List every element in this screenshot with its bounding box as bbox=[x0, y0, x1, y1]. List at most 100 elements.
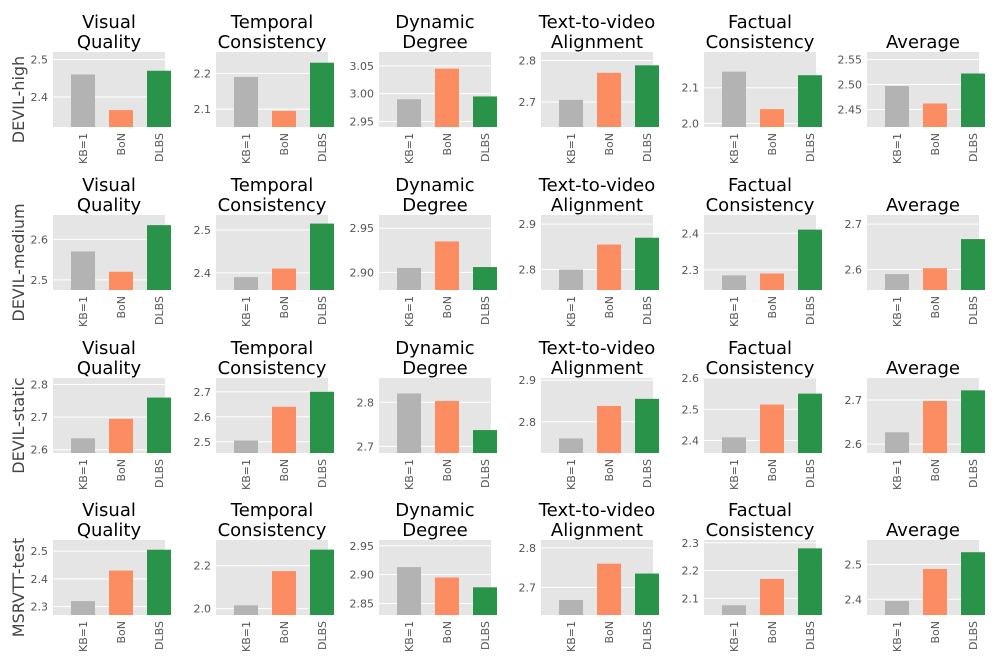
panel-title-line2: Alignment bbox=[551, 195, 643, 216]
bar-bon bbox=[923, 103, 947, 127]
panel-title-line1: Visual bbox=[82, 175, 136, 196]
bar-bon bbox=[597, 244, 621, 290]
x-tick-label: DLBS bbox=[804, 133, 817, 162]
x-tick-label: KB=1 bbox=[240, 459, 253, 490]
y-tick-label: 2.6 bbox=[845, 264, 863, 277]
panel-title-line2: Consistency bbox=[706, 358, 815, 379]
bar-bon bbox=[760, 404, 784, 453]
x-tick-label: BoN bbox=[278, 459, 291, 482]
panel-title: Average bbox=[886, 358, 960, 379]
bar-kb1 bbox=[234, 77, 258, 127]
panel-title-line1: Factual bbox=[728, 500, 792, 521]
bar-kb1 bbox=[71, 74, 95, 127]
bar-kb1 bbox=[559, 600, 583, 615]
x-tick-label: BoN bbox=[278, 621, 291, 644]
y-tick-label: 2.8 bbox=[519, 542, 537, 555]
y-tick-label: 2.7 bbox=[357, 440, 375, 453]
panel-title-line2: Quality bbox=[77, 520, 142, 541]
panel-title-line1: Factual bbox=[728, 175, 792, 196]
y-tick-label: 2.8 bbox=[519, 54, 537, 67]
bar-kb1 bbox=[234, 605, 258, 615]
x-tick-label: KB=1 bbox=[565, 133, 578, 164]
x-tick-label: KB=1 bbox=[403, 296, 416, 327]
x-tick-label: BoN bbox=[603, 296, 616, 319]
x-tick-label: KB=1 bbox=[728, 621, 741, 652]
row-label: DEVIL-high bbox=[9, 56, 28, 143]
bar-dlbs bbox=[310, 391, 334, 453]
y-tick-label: 2.2 bbox=[682, 565, 700, 578]
x-tick-label: DLBS bbox=[479, 459, 492, 488]
x-tick-label: DLBS bbox=[967, 621, 980, 650]
x-tick-label: KB=1 bbox=[240, 296, 253, 327]
panel-title-line1: Temporal bbox=[230, 175, 313, 196]
bar-kb1 bbox=[559, 269, 583, 290]
panel-title-line1: Visual bbox=[82, 12, 136, 33]
panel-title-line1: Text-to-video bbox=[538, 12, 655, 33]
panel-title-line2: Alignment bbox=[551, 32, 643, 53]
panel-title-line2: Consistency bbox=[706, 195, 815, 216]
x-tick-label: KB=1 bbox=[565, 459, 578, 490]
bar-kb1 bbox=[397, 567, 421, 615]
bar-dlbs bbox=[798, 229, 822, 290]
x-tick-label: DLBS bbox=[479, 133, 492, 162]
bar-bon bbox=[760, 109, 784, 127]
panel-title: Average bbox=[886, 520, 960, 541]
panel-title: Average bbox=[886, 32, 960, 53]
bar-dlbs bbox=[961, 73, 985, 127]
bar-dlbs bbox=[961, 390, 985, 453]
y-tick-label: 2.4 bbox=[31, 91, 49, 104]
panel-title-line2: Degree bbox=[402, 32, 468, 53]
panel-title-line1: Factual bbox=[728, 338, 792, 359]
bar-kb1 bbox=[559, 99, 583, 127]
panel-title-line1: Dynamic bbox=[395, 175, 474, 196]
x-tick-label: KB=1 bbox=[891, 296, 904, 327]
x-tick-label: DLBS bbox=[316, 621, 329, 650]
y-tick-label: 2.95 bbox=[350, 115, 375, 128]
bar-kb1 bbox=[397, 99, 421, 127]
y-tick-label: 2.6 bbox=[194, 411, 212, 424]
x-tick-label: DLBS bbox=[804, 296, 817, 325]
x-tick-label: DLBS bbox=[641, 133, 654, 162]
bar-bon bbox=[597, 72, 621, 127]
bar-bon bbox=[109, 110, 133, 127]
bar-dlbs bbox=[310, 223, 334, 290]
x-tick-label: KB=1 bbox=[565, 621, 578, 652]
x-tick-label: BoN bbox=[929, 459, 942, 482]
bar-bon bbox=[109, 418, 133, 453]
bar-dlbs bbox=[798, 393, 822, 453]
y-tick-label: 2.4 bbox=[682, 227, 700, 240]
y-tick-label: 2.5 bbox=[682, 403, 700, 416]
x-tick-label: BoN bbox=[603, 133, 616, 156]
y-tick-label: 2.2 bbox=[194, 67, 212, 80]
y-tick-label: 2.7 bbox=[194, 386, 212, 399]
bar-kb1 bbox=[722, 71, 746, 127]
y-tick-label: 2.95 bbox=[350, 222, 375, 235]
x-tick-label: KB=1 bbox=[77, 459, 90, 490]
bar-dlbs bbox=[473, 267, 497, 290]
panel-title-line1: Dynamic bbox=[395, 338, 474, 359]
x-tick-label: KB=1 bbox=[77, 621, 90, 652]
panel-title-line1: Dynamic bbox=[395, 12, 474, 33]
y-tick-label: 2.6 bbox=[31, 233, 49, 246]
x-tick-label: DLBS bbox=[967, 296, 980, 325]
x-tick-label: DLBS bbox=[479, 296, 492, 325]
x-tick-label: DLBS bbox=[641, 621, 654, 650]
bar-dlbs bbox=[147, 225, 171, 290]
bar-dlbs bbox=[147, 397, 171, 453]
bar-dlbs bbox=[961, 552, 985, 615]
x-tick-label: DLBS bbox=[153, 621, 166, 650]
panel-title: Average bbox=[886, 195, 960, 216]
bar-kb1 bbox=[234, 277, 258, 290]
bar-kb1 bbox=[397, 393, 421, 453]
bar-kb1 bbox=[71, 601, 95, 615]
panel-title-line1: Visual bbox=[82, 500, 136, 521]
y-tick-label: 2.5 bbox=[194, 224, 212, 237]
bar-kb1 bbox=[722, 437, 746, 453]
panel-title-line2: Consistency bbox=[218, 520, 327, 541]
y-tick-label: 2.1 bbox=[682, 82, 700, 95]
y-tick-label: 2.95 bbox=[350, 540, 375, 553]
panel-title-line1: Text-to-video bbox=[538, 175, 655, 196]
y-tick-label: 2.9 bbox=[519, 218, 537, 231]
x-tick-label: BoN bbox=[115, 459, 128, 482]
bar-bon bbox=[272, 110, 296, 127]
